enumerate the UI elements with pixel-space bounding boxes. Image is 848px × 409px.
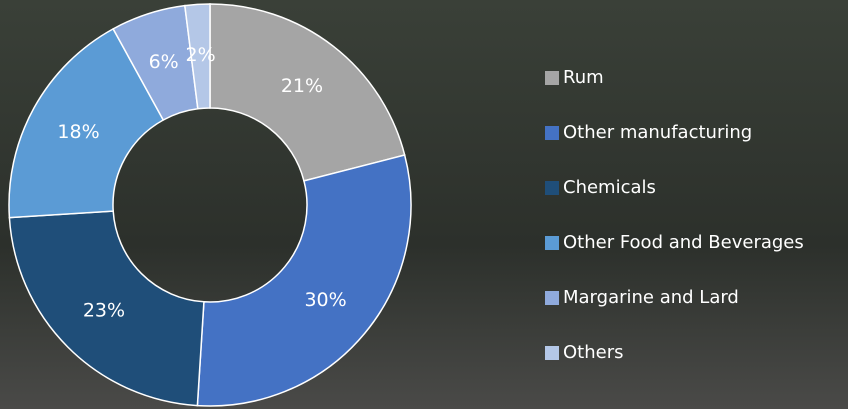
legend-label: Chemicals [563,177,656,198]
data-label: 18% [57,121,99,143]
legend-swatch [545,71,559,85]
legend-swatch [545,291,559,305]
legend-swatch [545,181,559,195]
legend-swatch [545,346,559,360]
legend-label: Rum [563,67,604,88]
legend-label: Other manufacturing [563,122,752,143]
legend-label: Other Food and Beverages [563,232,804,253]
legend-label: Margarine and Lard [563,287,739,308]
legend-label: Others [563,342,624,363]
data-label: 21% [281,75,323,97]
data-label: 30% [304,289,346,311]
data-label: 23% [83,300,125,322]
legend-swatch [545,126,559,140]
data-label: 6% [149,51,179,73]
page: {"chart_data": {"type": "donut", "catego… [0,0,848,409]
legend-swatch [545,236,559,250]
chart: 21% 30% 23% 18% 6% 2% Rum Other manufacturing Ch… [0,0,848,409]
data-label: 2% [186,44,216,66]
